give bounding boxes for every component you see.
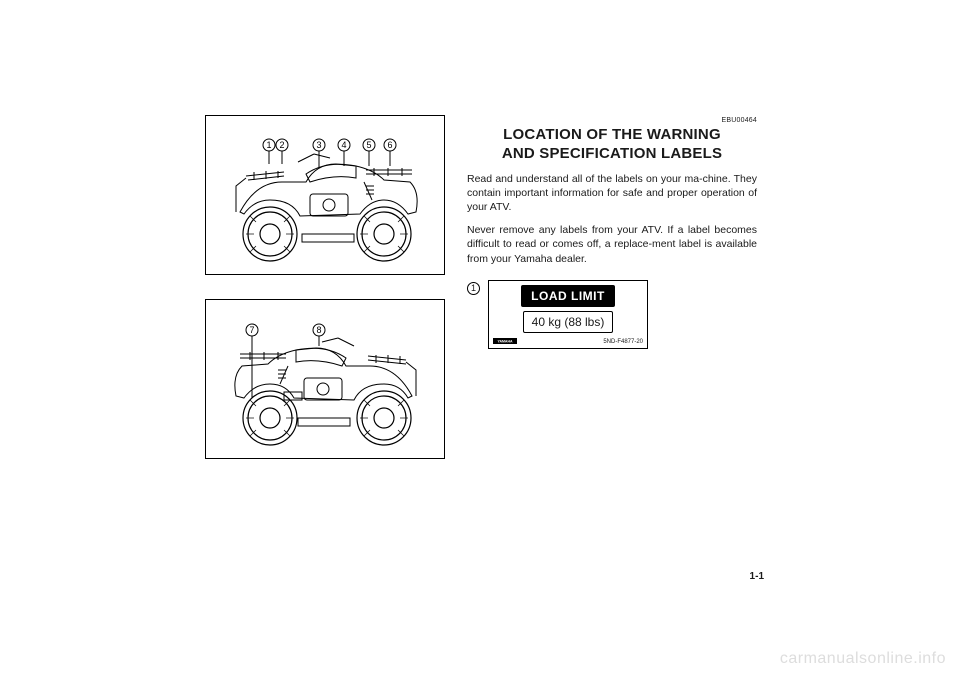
- svg-text:5: 5: [366, 140, 371, 150]
- text-column: EBU00464 LOCATION OF THE WARNING AND SPE…: [467, 115, 757, 459]
- svg-text:2: 2: [279, 140, 284, 150]
- figure-atv-right-side: 7 8: [205, 299, 445, 459]
- atv-right-svg: 7 8: [206, 300, 446, 460]
- atv-left-svg: 1 2 3 4 5: [206, 116, 446, 276]
- svg-text:4: 4: [341, 140, 346, 150]
- load-limit-label: LOAD LIMIT 40 kg (88 lbs) YAMAHA 5ND-F48…: [488, 280, 648, 349]
- page-number: 1-1: [750, 571, 764, 582]
- title-line-2: AND SPECIFICATION LABELS: [502, 145, 722, 162]
- svg-text:7: 7: [249, 325, 254, 335]
- svg-text:YAMAHA: YAMAHA: [497, 340, 513, 344]
- svg-text:3: 3: [316, 140, 321, 150]
- load-limit-header: LOAD LIMIT: [521, 285, 615, 307]
- watermark-text: carmanualsonline.info: [780, 650, 946, 668]
- load-limit-value: 40 kg (88 lbs): [523, 311, 614, 333]
- svg-text:6: 6: [387, 140, 392, 150]
- paragraph-2: Never remove any labels from your ATV. I…: [467, 223, 757, 266]
- part-number: 5ND-F4877-20: [603, 339, 643, 345]
- manual-page: 1 2 3 4 5: [0, 0, 960, 678]
- yamaha-logo-icon: YAMAHA: [493, 337, 517, 345]
- paragraph-1: Read and understand all of the labels on…: [467, 172, 757, 215]
- figure-atv-left-side: 1 2 3 4 5: [205, 115, 445, 275]
- callout-number-1: 1: [467, 282, 480, 295]
- svg-text:1: 1: [266, 140, 271, 150]
- content-area: 1 2 3 4 5: [205, 115, 765, 459]
- svg-text:8: 8: [316, 325, 321, 335]
- figure-column: 1 2 3 4 5: [205, 115, 445, 459]
- section-title: LOCATION OF THE WARNING AND SPECIFICATIO…: [467, 126, 757, 164]
- spec-label-row: 1 LOAD LIMIT 40 kg (88 lbs) YAMAHA 5ND-F…: [467, 280, 757, 349]
- title-line-1: LOCATION OF THE WARNING: [503, 126, 721, 143]
- document-code: EBU00464: [467, 117, 757, 124]
- load-limit-footer: YAMAHA 5ND-F4877-20: [493, 337, 643, 345]
